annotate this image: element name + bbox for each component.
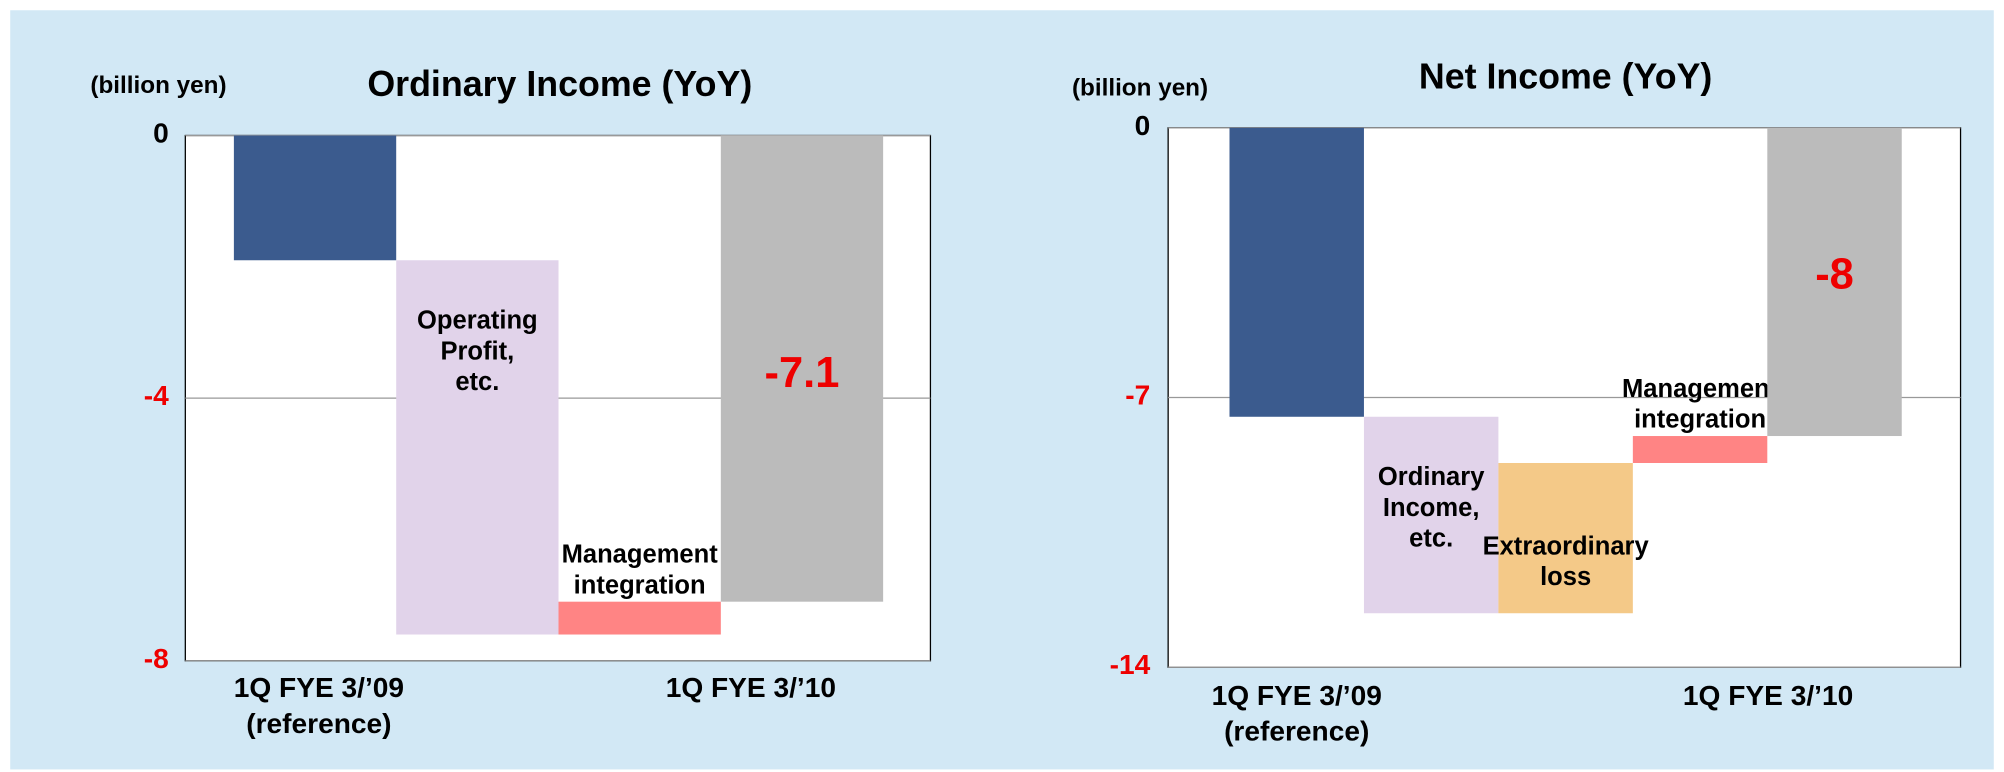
- y-axis-label: (billion yen): [1072, 75, 1208, 102]
- bar: [1229, 127, 1364, 417]
- x-tick-label: 1Q FYE 3/’10: [1683, 680, 1853, 711]
- x-tick-label: 1Q FYE 3/’09 (reference): [1212, 680, 1382, 747]
- y-tick-label: -4: [144, 381, 169, 412]
- bar-label: Management integration: [562, 540, 719, 599]
- bar: [396, 260, 559, 635]
- y-tick-label: 0: [1135, 110, 1151, 141]
- bar-label: Ordinary Income, etc.: [1378, 463, 1485, 552]
- bar: [720, 135, 884, 602]
- value-label: -7.1: [765, 349, 840, 397]
- y-tick-label: 0: [153, 118, 169, 149]
- bar-label: Extraordinary loss: [1483, 532, 1650, 591]
- x-tick-label: 1Q FYE 3/’09 (reference): [234, 673, 404, 740]
- bar: [1498, 462, 1633, 614]
- bar: [1363, 416, 1499, 614]
- bar-label: Operating Profit, etc.: [417, 306, 538, 395]
- y-axis-label: (billion yen): [90, 72, 226, 99]
- bar: [558, 601, 721, 635]
- y-tick-label: -7: [1125, 380, 1150, 411]
- x-tick-label: 1Q FYE 3/’10: [666, 673, 836, 704]
- y-tick-label: -8: [144, 643, 169, 674]
- chart-title: Net Income (YoY): [1419, 57, 1712, 97]
- y-tick-label: -14: [1110, 650, 1151, 681]
- bar: [233, 135, 397, 261]
- bar-label: Management integration: [1622, 375, 1779, 434]
- bar: [1767, 127, 1902, 437]
- chart-title: Ordinary Income (YoY): [367, 64, 752, 104]
- bar: [1632, 436, 1768, 463]
- value-label: -8: [1815, 251, 1854, 299]
